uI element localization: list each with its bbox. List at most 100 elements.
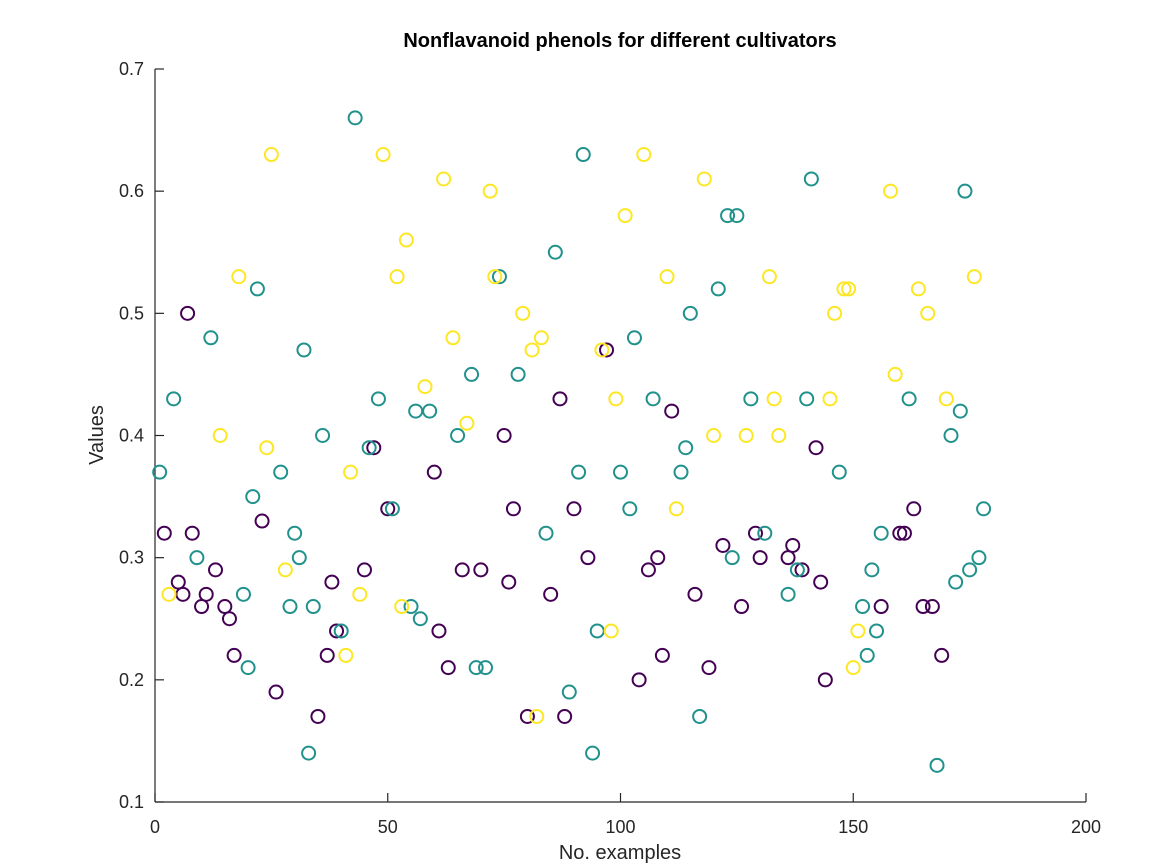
data-point <box>473 562 489 578</box>
data-point <box>412 611 428 627</box>
y-tick-label: 0.6 <box>119 181 144 201</box>
data-point <box>687 586 703 602</box>
data-point <box>226 647 242 663</box>
data-point <box>287 525 303 541</box>
data-point <box>161 586 177 602</box>
data-point <box>934 647 950 663</box>
data-point <box>673 464 689 480</box>
data-point <box>859 647 875 663</box>
data-point <box>715 537 731 553</box>
data-point <box>803 171 819 187</box>
data-point <box>398 232 414 248</box>
data-point <box>217 599 233 615</box>
data-point <box>436 171 452 187</box>
data-point <box>338 647 354 663</box>
data-point <box>817 672 833 688</box>
data-point <box>519 708 535 724</box>
data-point <box>552 391 568 407</box>
x-axis-title: No. examples <box>559 842 681 864</box>
data-point <box>203 330 219 346</box>
data-point <box>603 623 619 639</box>
data-point <box>445 330 461 346</box>
data-point <box>361 440 377 456</box>
data-point <box>682 305 698 321</box>
axes: 0 50 100 150 200 0.1 0.2 0.3 0.4 0.5 0.6 0.7 <box>119 59 1101 837</box>
data-point <box>422 403 438 419</box>
data-point <box>743 391 759 407</box>
data-point <box>710 281 726 297</box>
data-point <box>571 464 587 480</box>
data-point <box>175 586 191 602</box>
data-point <box>943 428 959 443</box>
data-point <box>845 660 861 676</box>
data-point <box>510 366 526 382</box>
data-point <box>561 684 577 700</box>
data-point <box>543 586 559 602</box>
data-point <box>170 574 186 590</box>
data-point <box>692 708 708 724</box>
data-point <box>659 269 675 285</box>
data-point <box>789 562 805 578</box>
data-point <box>301 745 317 761</box>
data-point <box>231 269 247 285</box>
data-point <box>329 623 345 639</box>
data-point <box>305 599 321 615</box>
data-point <box>417 379 433 395</box>
data-point <box>924 599 940 615</box>
data-point <box>566 501 582 517</box>
data-point <box>370 391 386 407</box>
data-point <box>403 599 419 615</box>
data-point <box>892 525 908 541</box>
data-point <box>184 525 200 541</box>
data-point <box>799 391 815 407</box>
data-point <box>831 464 847 480</box>
data-point <box>664 403 680 419</box>
data-point <box>268 684 284 700</box>
data-point <box>794 562 810 578</box>
data-point <box>380 501 396 517</box>
data-point <box>501 574 517 590</box>
data-point <box>468 660 484 676</box>
data-point <box>152 464 168 480</box>
data-point <box>547 244 563 260</box>
data-point <box>654 647 670 663</box>
data-point <box>263 147 279 163</box>
data-point <box>478 660 494 676</box>
data-point <box>957 183 973 199</box>
data-point <box>864 562 880 578</box>
data-point <box>631 672 647 688</box>
data-point <box>524 342 540 358</box>
data-point <box>259 440 275 456</box>
x-tick-label: 0 <box>150 817 160 837</box>
data-point <box>319 647 335 663</box>
data-point <box>836 281 852 297</box>
data-point <box>235 586 251 602</box>
data-point <box>408 403 424 419</box>
data-point <box>780 586 796 602</box>
data-point <box>780 550 796 566</box>
data-point <box>440 660 456 676</box>
series-1 <box>156 305 950 724</box>
data-point <box>920 305 936 321</box>
data-point <box>580 550 596 566</box>
data-point <box>315 428 331 443</box>
data-point <box>324 574 340 590</box>
data-point <box>841 281 857 297</box>
data-point <box>622 501 638 517</box>
data-point <box>599 342 615 358</box>
data-point <box>910 281 926 297</box>
y-tick-label: 0.5 <box>119 303 144 323</box>
data-point <box>873 525 889 541</box>
data-point <box>450 428 466 443</box>
data-point <box>310 708 326 724</box>
data-point <box>496 428 512 443</box>
data-point <box>194 599 210 615</box>
data-point <box>515 305 531 321</box>
data-point <box>491 269 507 285</box>
data-point <box>752 550 768 566</box>
data-point <box>827 305 843 321</box>
data-point <box>375 147 391 163</box>
data-point <box>929 757 945 773</box>
